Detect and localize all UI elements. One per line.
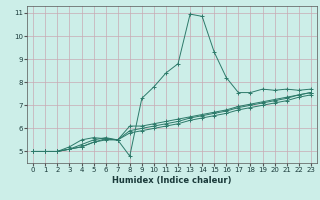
X-axis label: Humidex (Indice chaleur): Humidex (Indice chaleur) xyxy=(112,176,232,185)
